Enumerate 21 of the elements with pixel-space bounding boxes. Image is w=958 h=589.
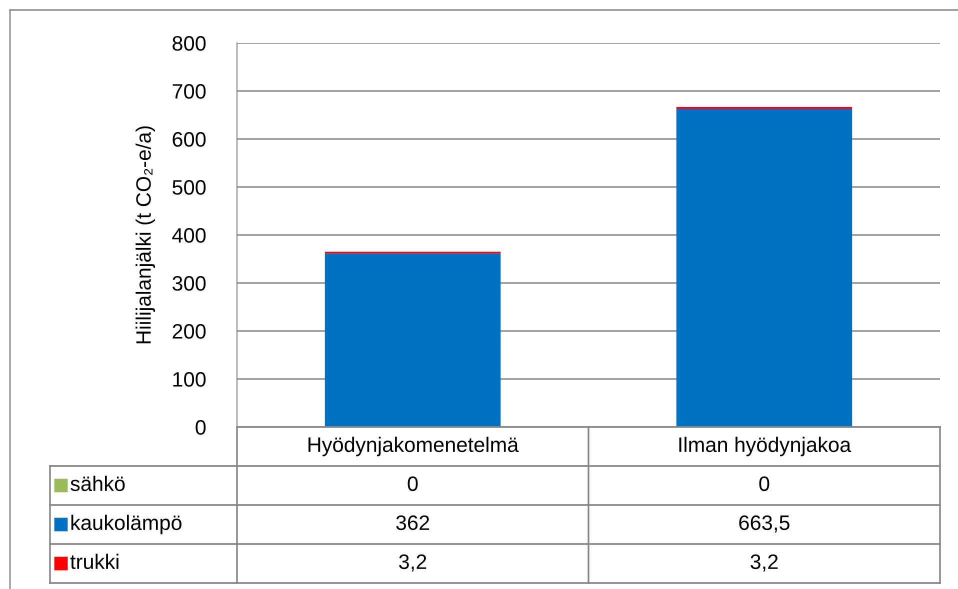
y-axis-title: Hiilijalanjälki (t CO₂-e/a) — [136, 126, 156, 344]
y-tick-label: 100 — [173, 372, 206, 387]
y-tick-label: 400 — [172, 228, 206, 243]
data-label: 362 — [396, 515, 430, 530]
legend-label: sähkö — [70, 476, 125, 492]
data-label: 3,2 — [750, 554, 778, 572]
legend-label: kaukolämpö — [71, 514, 182, 534]
y-tick-label: 200 — [172, 324, 206, 339]
x-tick-label: Hyödynjakomenetelmä — [308, 436, 519, 456]
data-label: 3,2 — [399, 554, 426, 572]
legend-label: trukki — [70, 554, 118, 570]
x-tick-label: Ilman hyödynjakoa — [679, 436, 852, 456]
y-tick-label: 600 — [172, 132, 206, 147]
y-tick-label: 300 — [172, 276, 206, 291]
y-tick-label: 0 — [196, 420, 206, 435]
y-tick-label: 700 — [172, 84, 206, 99]
data-label: 0 — [759, 476, 770, 492]
data-label: 0 — [408, 476, 418, 492]
y-tick-label: 500 — [172, 180, 206, 195]
data-label: 663,5 — [739, 515, 790, 533]
y-tick-label: 800 — [172, 36, 206, 51]
